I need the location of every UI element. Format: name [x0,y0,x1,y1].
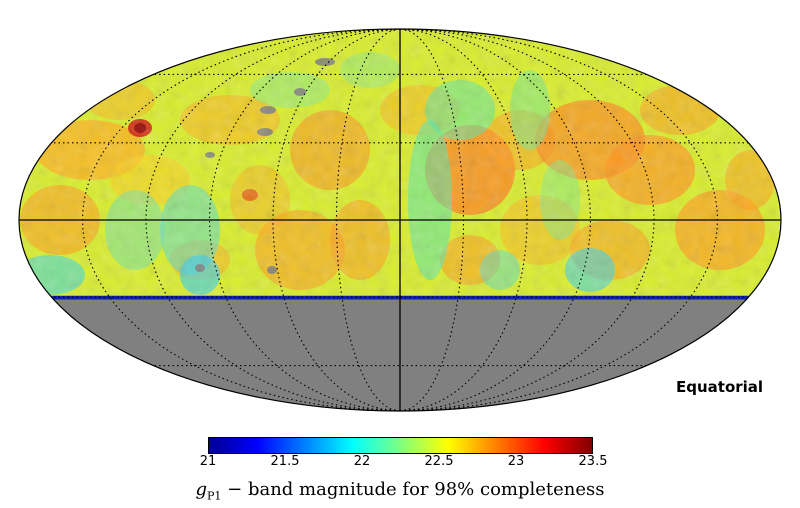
colorbar-label: gP1 − band magnitude for 98% completenes… [0,479,800,503]
colorbar-tick-3: 22.5 [424,454,454,469]
colorbar-tick-5: 23.5 [578,454,608,469]
mollweide-map [18,28,782,412]
colorbar-tick-4: 23 [507,454,525,469]
colorbar-tick-1: 21.5 [270,454,300,469]
colorbar-text: − band magnitude for 98% completeness [221,479,605,500]
colorbar-tick-2: 22 [353,454,371,469]
colorbar-tick-0: 21 [199,454,217,469]
colorbar [208,437,593,454]
coordinate-system-label: Equatorial [676,378,764,396]
colorbar-symbol: g [195,479,208,500]
colorbar-subscript: P1 [207,489,222,503]
